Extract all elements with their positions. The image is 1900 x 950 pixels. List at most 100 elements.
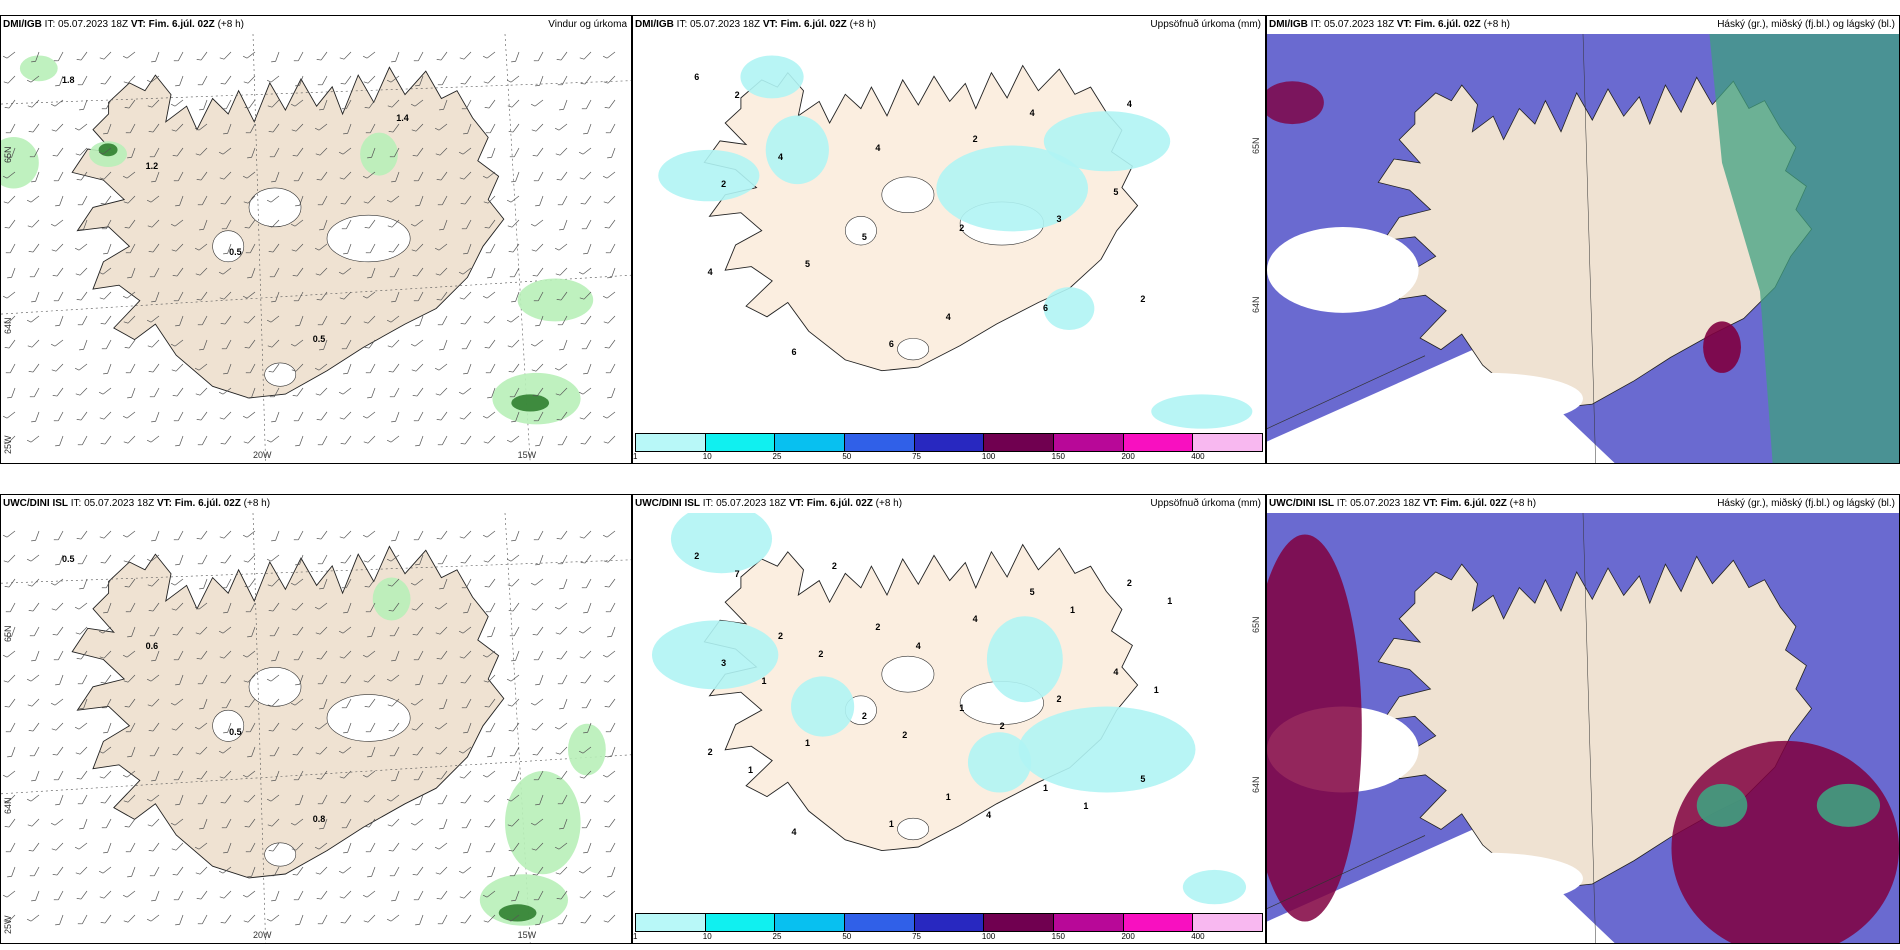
wind-barb: [363, 554, 376, 563]
wind-barb: [559, 219, 568, 231]
wind-barb: [29, 387, 40, 398]
wind-barb: [148, 722, 160, 732]
wind-barb: [27, 698, 40, 707]
wind-barb: [75, 387, 88, 396]
iceland-land: [71, 66, 505, 399]
wind-barb: [243, 674, 256, 683]
wind-barb: [3, 674, 16, 683]
wind-barb: [386, 674, 400, 682]
grid-line: [1582, 513, 1596, 943]
wind-barb: [101, 698, 112, 709]
wind-barb: [271, 530, 280, 542]
wind-barb: [53, 171, 64, 182]
wind-barb: [151, 890, 160, 902]
wind-barb: [31, 51, 40, 63]
wind-barb: [99, 411, 112, 420]
wind-barb: [99, 291, 112, 300]
wind-barb: [293, 51, 304, 62]
wind-barb: [482, 650, 496, 658]
wind-barb: [339, 51, 352, 60]
wind-barb: [316, 51, 328, 61]
map-canvas: [1267, 34, 1899, 463]
wind-barb: [555, 746, 568, 755]
wind-barb: [458, 387, 472, 395]
init-time: 05.07.2023 18Z: [716, 498, 787, 509]
wind-barb: [437, 674, 448, 685]
wind-barb: [76, 411, 88, 421]
wind-barb: [437, 554, 448, 565]
wind-barb: [506, 914, 520, 922]
wind-barb: [459, 411, 472, 420]
wind-barb: [146, 914, 160, 922]
wind-barb: [223, 722, 232, 734]
wind-barb: [556, 530, 568, 540]
wind-barb: [604, 578, 616, 588]
wind-barb: [170, 219, 184, 227]
wind-barb: [127, 746, 136, 758]
wind-barb: [122, 171, 136, 179]
map-value-label: 2: [831, 560, 837, 571]
wind-barb: [483, 914, 496, 923]
wind-barb: [148, 842, 160, 852]
wind-barb: [605, 123, 616, 134]
wind-barb: [100, 674, 112, 684]
wind-barb: [196, 890, 208, 900]
wind-barb: [123, 75, 136, 84]
glacier: [212, 230, 245, 263]
wind-barb: [508, 722, 520, 732]
wind-barb: [557, 435, 568, 446]
latitude-label: 25W: [3, 435, 13, 455]
wind-barb: [460, 914, 472, 924]
longitude-label: 15W: [517, 930, 537, 940]
map-value-label: 1: [888, 818, 894, 829]
map-value-label: 6: [791, 347, 797, 358]
wind-barb: [506, 75, 520, 83]
wind-barb: [127, 267, 136, 279]
wind-barb: [100, 435, 112, 445]
wind-barb: [2, 171, 16, 179]
wind-barb: [290, 818, 304, 826]
wind-barb: [579, 291, 592, 300]
map-value-label: 5: [1140, 774, 1146, 785]
wind-barb: [581, 698, 592, 709]
wind-barb: [439, 219, 448, 231]
wind-barb: [175, 195, 184, 207]
wind-barb: [338, 267, 352, 275]
wind-barb: [29, 147, 40, 158]
valid-time: Fim. 6.júl. 02Z: [148, 19, 215, 30]
wind-barb: [460, 315, 472, 325]
wind-barb: [2, 650, 16, 658]
wind-barb: [175, 435, 184, 447]
mid-cloud-layer: [1709, 34, 1899, 463]
panel-accum-uwc: UWC/DINI ISL IT: 05.07.2023 18Z VT: Fim.…: [632, 494, 1266, 944]
wind-barb: [99, 171, 112, 180]
wind-barb: [458, 147, 472, 155]
wind-barb: [77, 794, 88, 805]
map-value-label: 0.5: [229, 247, 242, 258]
wind-barb: [364, 818, 376, 828]
wind-barb: [194, 722, 208, 730]
wind-barb: [580, 75, 592, 85]
precipitation-area: [517, 278, 594, 322]
wind-barb: [435, 387, 448, 396]
wind-barb: [482, 530, 496, 538]
wind-barb: [220, 914, 232, 924]
wind-barb: [55, 554, 64, 566]
wind-barb: [389, 267, 400, 278]
wind-barb: [459, 650, 472, 659]
wind-barb: [511, 530, 520, 542]
wind-barb: [221, 698, 232, 709]
wind-barb: [511, 650, 520, 662]
wind-barb: [103, 842, 112, 854]
wind-barb: [338, 746, 352, 754]
lead-time: (+8 h): [875, 498, 903, 509]
wind-barb: [315, 267, 328, 276]
wind-barb: [391, 171, 400, 183]
wind-barb: [291, 363, 304, 372]
precipitation-area: [372, 577, 411, 621]
wind-barb: [244, 578, 256, 588]
wind-barb: [607, 387, 616, 399]
wind-barb: [127, 147, 136, 159]
colorbar-tick-label: 100: [981, 452, 996, 461]
latitude-line: [1, 274, 631, 315]
